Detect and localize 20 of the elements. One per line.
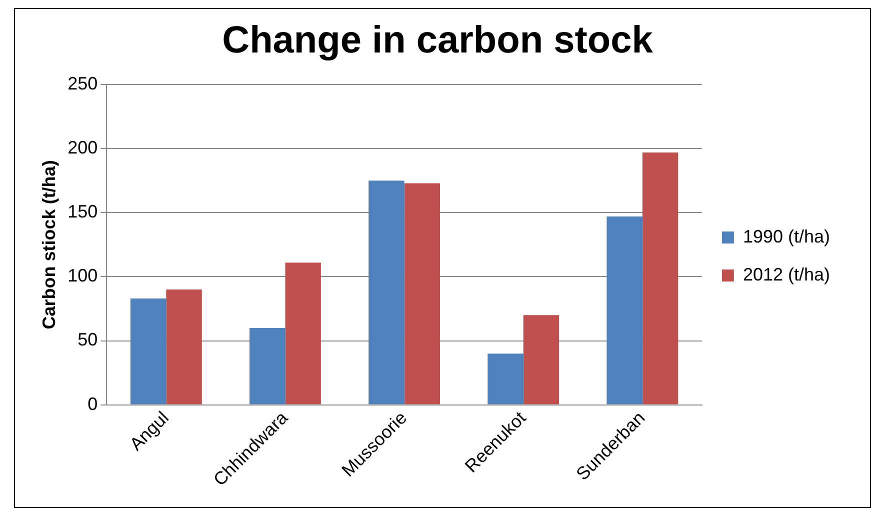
- bar: [642, 152, 678, 404]
- y-tick-label: 250: [68, 74, 98, 94]
- y-tick-label: 150: [68, 202, 98, 222]
- y-axis-title: Carbon stiock (t/ha): [38, 160, 59, 330]
- bar: [404, 183, 440, 404]
- bar: [130, 298, 166, 404]
- y-tick-label: 50: [78, 330, 98, 350]
- bar: [250, 328, 286, 404]
- y-tick-label: 0: [88, 394, 98, 414]
- legend-label: 2012 (t/ha): [742, 264, 830, 284]
- bar: [523, 315, 560, 404]
- y-tick-label: 200: [68, 138, 98, 158]
- bar: [166, 290, 202, 404]
- bar: [368, 180, 404, 404]
- chart-title: Change in carbon stock: [222, 19, 654, 62]
- bar: [606, 216, 642, 404]
- legend-label: 1990 (t/ha): [742, 226, 830, 246]
- bar: [285, 262, 321, 404]
- y-tick-label: 100: [68, 266, 98, 286]
- bar: [488, 354, 524, 404]
